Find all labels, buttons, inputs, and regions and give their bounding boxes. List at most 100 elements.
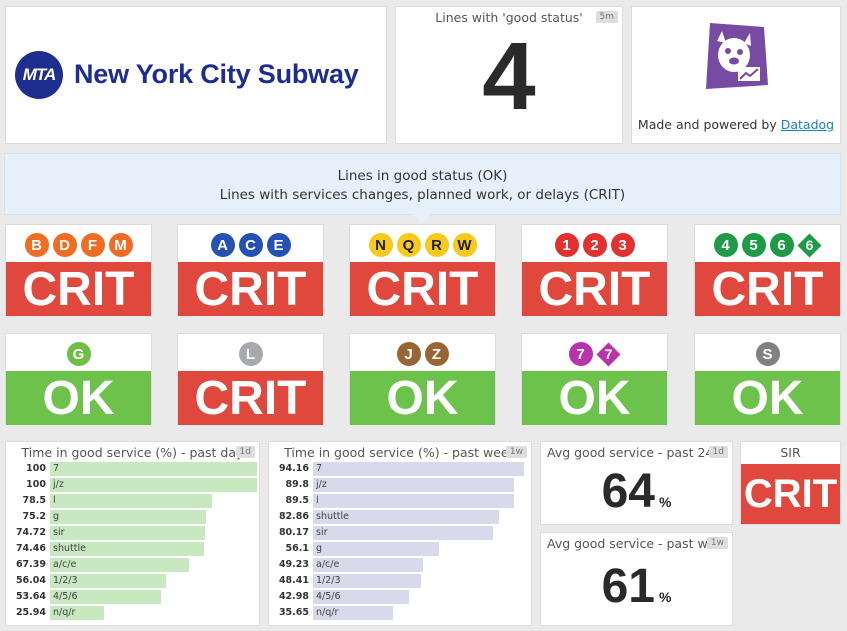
express-line-diamond-icon: 7 (597, 342, 621, 366)
toplist-value: 89.8 (285, 479, 309, 490)
toplist-label: shuttle (316, 511, 349, 522)
toplist-value: 74.72 (15, 527, 46, 538)
toplist-row: 82.86 shuttle (269, 510, 527, 524)
avg-week-value: 61% (541, 559, 732, 614)
toplist-bar (50, 510, 206, 524)
toplist-label: 7 (53, 463, 60, 474)
credit-text: Made and powered by (637, 117, 781, 132)
line-bullet-icon: J (396, 342, 421, 366)
toplist-bar (313, 526, 493, 540)
status-value: OK (350, 371, 495, 425)
good-lines-widget[interactable]: Lines with 'good status' 5m 4 (395, 6, 623, 144)
toplist-label: 7 (316, 463, 323, 474)
toplist-bar (50, 574, 166, 588)
toplist-row: 48.41 1/2/3 (269, 574, 527, 588)
good-lines-value: 4 (482, 23, 536, 130)
toplist-bar (50, 558, 190, 572)
toplist-row: 56.1 g (269, 542, 527, 556)
line-bullet-icon: 4 (713, 233, 738, 257)
line-bullet-icon: C (238, 233, 263, 257)
line-bullet-icon: 1 (554, 233, 579, 257)
sir-status-tile[interactable]: SIR CRIT (740, 441, 841, 525)
line-bullet-icon: 3 (610, 233, 635, 257)
toplist-label: a/c/e (316, 559, 340, 570)
timeframe-badge: 1w (505, 446, 527, 458)
status-value: OK (695, 371, 840, 425)
avg-good-service-week[interactable]: Avg good service - past w... 1w 61% (540, 532, 733, 626)
status-value: CRIT (178, 371, 323, 425)
percent-unit: % (658, 589, 672, 605)
status-value: OK (522, 371, 667, 425)
toplist-value: 89.5 (285, 495, 309, 506)
toplist-row: 75.2 g (6, 510, 256, 524)
sir-status: CRIT (741, 464, 840, 524)
toplist-row: 100 j/z (6, 478, 257, 492)
timeframe-badge: 5m (595, 11, 618, 23)
line-status-tile[interactable]: 4 5 6 6 CRIT (694, 224, 841, 316)
toplist-row: 74.46 shuttle (6, 542, 256, 556)
toplist-bar (50, 542, 205, 556)
toplist-label: l (53, 495, 56, 506)
toplist-value: 53.64 (15, 591, 46, 602)
line-bullet-icon: N (368, 233, 393, 257)
avg-good-service-day[interactable]: Avg good service - past 24... 1d 64% (540, 441, 733, 525)
toplist-value: 49.23 (278, 559, 309, 570)
line-bullet-icon: L (238, 342, 263, 366)
toplist-label: shuttle (53, 543, 86, 554)
toplist-past-day[interactable]: Time in good service (%) - past day 1d 1… (5, 441, 260, 626)
toplist-past-week[interactable]: Time in good service (%) - past week 1w … (268, 441, 532, 626)
line-bullet-icon: 6 (769, 233, 794, 257)
status-legend: Lines in good status (OK) Lines with ser… (4, 153, 841, 215)
toplist-label: g (53, 511, 60, 522)
line-bullet-icon: S (755, 342, 780, 366)
toplist-bar (313, 542, 439, 556)
line-bullets: G (6, 340, 151, 368)
avg-week-number: 61 (601, 560, 655, 613)
toplist-bar (313, 606, 393, 620)
toplist-bar (313, 462, 524, 476)
datadog-link[interactable]: Datadog (780, 117, 835, 132)
toplist-label: a/c/e (53, 559, 77, 570)
line-status-tile[interactable]: A C E CRIT (177, 224, 324, 316)
line-status-tile[interactable]: 7 7 OK (521, 333, 668, 425)
status-value: CRIT (6, 262, 151, 316)
datadog-widget: Made and powered by Datadog (631, 6, 841, 144)
page-title: New York City Subway (74, 59, 359, 89)
line-bullet-icon: 7 (568, 342, 593, 366)
toplist-row: 42.98 4/5/6 (269, 590, 527, 604)
status-value: CRIT (350, 262, 495, 316)
toplist-row: 94.16 7 (269, 462, 527, 476)
line-bullet-icon: M (108, 233, 133, 257)
status-value: OK (6, 371, 151, 425)
toplist-value: 56.04 (15, 575, 46, 586)
line-status-tile[interactable]: G OK (5, 333, 152, 425)
line-status-tile[interactable]: N Q R W CRIT (349, 224, 496, 316)
widget-title: Time in good service (%) - past day (21, 445, 244, 460)
toplist-value: 82.86 (278, 511, 309, 522)
legend-pointer (412, 214, 430, 223)
toplist-value: 80.17 (278, 527, 309, 538)
status-value: CRIT (695, 262, 840, 316)
percent-unit: % (658, 494, 672, 510)
toplist-value: 67.39 (15, 559, 46, 570)
line-status-tile[interactable]: B D F M CRIT (5, 224, 152, 316)
toplist-label: j/z (316, 479, 327, 490)
line-bullet-icon: Z (424, 342, 449, 366)
line-status-tile[interactable]: L CRIT (177, 333, 324, 425)
toplist-value: 100 (26, 479, 46, 490)
express-line-diamond-icon: 6 (798, 233, 822, 257)
datadog-credit: Made and powered by Datadog (632, 117, 840, 132)
line-bullets: S (695, 340, 840, 368)
line-bullet-icon: D (52, 233, 77, 257)
line-status-tile[interactable]: S OK (694, 333, 841, 425)
line-status-tile[interactable]: 1 2 3 CRIT (521, 224, 668, 316)
mta-header-tile: MTA New York City Subway (5, 6, 387, 144)
toplist-row: 53.64 4/5/6 (6, 590, 256, 604)
toplist-value: 78.5 (22, 495, 46, 506)
line-bullets: L (178, 340, 323, 368)
line-status-tile[interactable]: J Z OK (349, 333, 496, 425)
